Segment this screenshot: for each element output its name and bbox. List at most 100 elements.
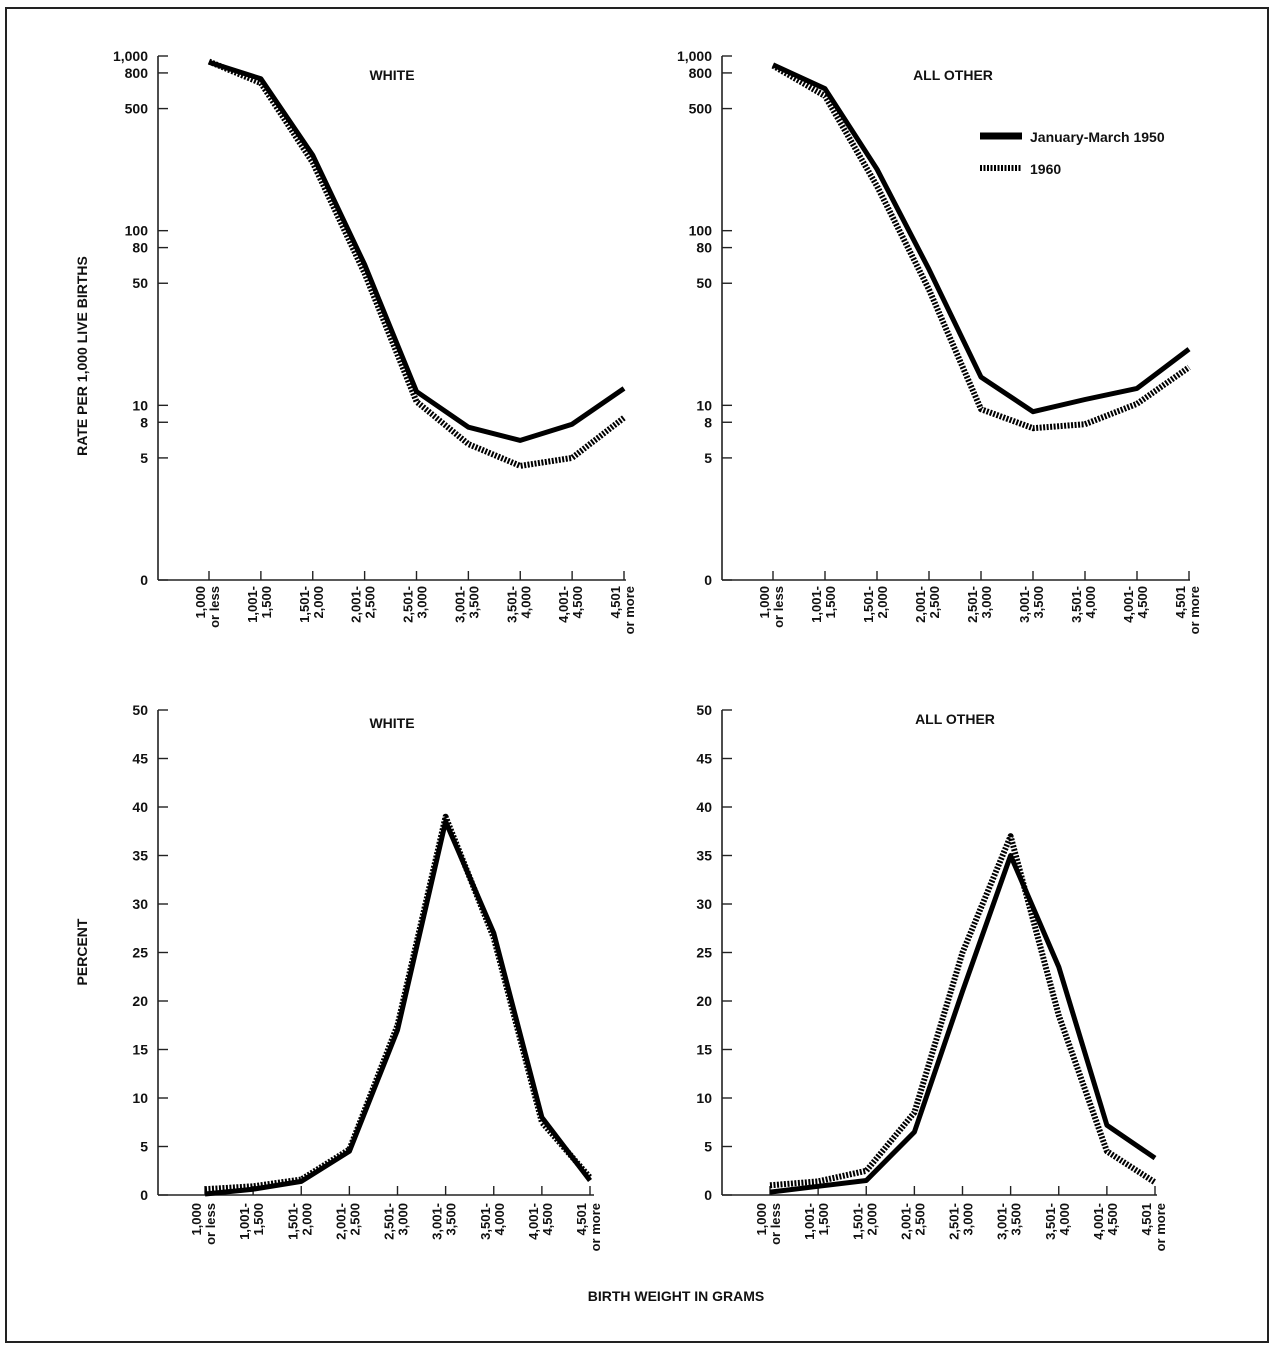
y-tick-label: 50: [696, 275, 712, 291]
x-tick-label: 3,501-4,000: [1043, 1203, 1072, 1240]
x-tick-label: 4,001-4,500: [526, 1203, 555, 1240]
y-tick-label: 1,000: [677, 48, 712, 64]
series-line-1960: [771, 63, 1191, 432]
y-tick-label: 25: [696, 945, 712, 961]
x-tick-label: 2,001-2,500: [349, 586, 378, 623]
panel-title: WHITE: [369, 67, 414, 83]
y-tick-label: 25: [132, 945, 148, 961]
y-tick-label: 5: [140, 450, 148, 466]
y-tick-label: 40: [132, 799, 148, 815]
legend-label-1950: January-March 1950: [1030, 129, 1165, 145]
x-tick-label: 1,501-2,000: [297, 586, 326, 623]
y-axis-label: RATE PER 1,000 LIVE BIRTHS: [74, 256, 90, 456]
y-tick-label: 5: [704, 1139, 712, 1155]
series-line-1960: [769, 833, 1157, 1189]
y-tick-label: 8: [140, 414, 148, 430]
x-tick-label: 2,001-2,500: [913, 586, 942, 623]
x-tick-label: 1,501-2,000: [861, 586, 890, 623]
panel-title: ALL OTHER: [913, 67, 993, 83]
y-tick-label: 10: [132, 397, 148, 413]
x-tick-label: 3,501-4,000: [478, 1203, 507, 1240]
x-tick-label: 4,501or more: [1139, 1203, 1168, 1251]
series-line-1950: [208, 59, 626, 443]
y-tick-label: 15: [132, 1042, 148, 1058]
y-tick-label: 500: [689, 101, 713, 117]
y-tick-label: 50: [132, 702, 148, 718]
x-tick-label: 2,501-3,000: [947, 1203, 976, 1240]
x-tick-label: 4,001-4,500: [556, 586, 585, 623]
y-tick-label: 5: [140, 1139, 148, 1155]
y-tick-label: 8: [704, 414, 712, 430]
y-tick-label: 15: [696, 1042, 712, 1058]
y-tick-label: 10: [696, 397, 712, 413]
x-tick-label: 1,501-2,000: [285, 1203, 314, 1240]
y-tick-label: 1,000: [113, 48, 148, 64]
x-tick-label: 3,001-3,500: [995, 1203, 1024, 1240]
y-tick-label: 0: [704, 1187, 712, 1203]
x-tick-label: 2,501-3,000: [965, 586, 994, 623]
x-tick-label: 3,001-3,500: [452, 586, 481, 623]
x-tick-label: 2,001-2,500: [333, 1203, 362, 1240]
y-tick-label: 5: [704, 450, 712, 466]
page-border: [5, 7, 1269, 1343]
y-tick-label: 100: [125, 223, 149, 239]
x-axis-common-label: BIRTH WEIGHT IN GRAMS: [588, 1288, 765, 1304]
x-tick-label: 1,000or less: [193, 586, 222, 628]
panel-title: WHITE: [369, 715, 414, 731]
y-tick-label: 100: [689, 223, 713, 239]
y-tick-label: 50: [696, 702, 712, 718]
x-tick-label: 3,001-3,500: [430, 1203, 459, 1240]
y-tick-label: 50: [132, 275, 148, 291]
x-tick-label: 1,000or less: [757, 586, 786, 628]
x-tick-label: 1,001-1,500: [237, 1203, 266, 1240]
y-tick-label: 35: [696, 848, 712, 864]
x-tick-label: 1,501-2,000: [850, 1203, 879, 1240]
y-tick-label: 0: [140, 572, 148, 588]
y-tick-label: 10: [696, 1090, 712, 1106]
y-tick-label: 40: [696, 799, 712, 815]
series-line-1960: [204, 813, 593, 1193]
x-tick-label: 1,001-1,500: [809, 586, 838, 623]
series-line-1950: [771, 62, 1191, 415]
x-tick-label: 3,001-3,500: [1017, 586, 1046, 623]
y-axis-label: PERCENT: [74, 918, 90, 985]
x-tick-label: 1,000or less: [754, 1203, 783, 1245]
y-tick-label: 500: [125, 101, 149, 117]
x-tick-label: 2,001-2,500: [898, 1203, 927, 1240]
y-tick-label: 800: [689, 65, 713, 81]
x-tick-label: 3,501-4,000: [1069, 586, 1098, 623]
x-tick-label: 4,501or more: [608, 586, 637, 634]
y-tick-label: 80: [696, 240, 712, 256]
x-tick-label: 4,501or more: [1173, 586, 1202, 634]
series-line-1960: [207, 58, 626, 469]
y-tick-label: 20: [696, 993, 712, 1009]
legend: January-March 1950 1960: [980, 129, 1165, 177]
y-tick-label: 30: [696, 896, 712, 912]
x-tick-label: 1,001-1,500: [802, 1203, 831, 1240]
x-tick-label: 4,501or more: [574, 1203, 603, 1251]
y-tick-label: 20: [132, 993, 148, 1009]
y-tick-label: 800: [125, 65, 149, 81]
y-tick-label: 80: [132, 240, 148, 256]
x-tick-label: 1,000or less: [189, 1203, 218, 1245]
x-tick-label: 4,001-4,500: [1121, 586, 1150, 623]
y-tick-label: 30: [132, 896, 148, 912]
y-tick-label: 0: [140, 1187, 148, 1203]
y-tick-label: 45: [696, 751, 712, 767]
y-tick-label: 10: [132, 1090, 148, 1106]
y-tick-label: 45: [132, 751, 148, 767]
y-tick-label: 0: [704, 572, 712, 588]
legend-label-1960: 1960: [1030, 161, 1061, 177]
panel-title: ALL OTHER: [915, 711, 995, 727]
x-tick-label: 1,001-1,500: [245, 586, 274, 623]
x-tick-label: 2,501-3,000: [382, 1203, 411, 1240]
x-tick-label: 4,001-4,500: [1091, 1203, 1120, 1240]
series-line-1950: [769, 853, 1157, 1195]
series-line-1950: [204, 819, 592, 1197]
